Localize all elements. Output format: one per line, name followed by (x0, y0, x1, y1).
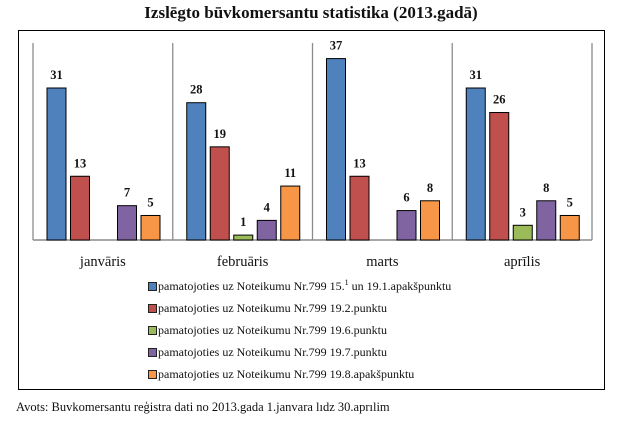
bar (512, 224, 533, 241)
legend-label: pamatojoties uz Noteikumu Nr.799 19.6.pu… (158, 322, 387, 337)
bar (209, 146, 230, 241)
legend-label: pamatojoties uz Noteikumu Nr.799 19.8.ap… (158, 366, 415, 381)
legend-swatch (148, 281, 157, 291)
data-label: 5 (567, 195, 573, 209)
legend-item: pamatojoties uz Noteikumu Nr.799 19.8.ap… (148, 363, 451, 385)
data-label: 13 (353, 156, 366, 170)
source-note: Avots: Buvkomersantu reģistra dati no 20… (16, 400, 390, 414)
bar (420, 200, 440, 241)
legend-swatch (148, 369, 157, 379)
legend-item: pamatojoties uz Noteikumu Nr.799 19.7.pu… (148, 341, 451, 363)
data-label: 1 (240, 215, 246, 229)
bar (256, 219, 277, 241)
data-label: 4 (264, 200, 271, 214)
bar (233, 234, 254, 241)
bar (326, 58, 346, 241)
data-label: 31 (50, 68, 63, 82)
bar (536, 200, 557, 241)
legend-label: pamatojoties uz Noteikumu Nr.799 15.1 un… (158, 277, 452, 293)
data-label: 5 (147, 195, 153, 209)
legend-item: pamatojoties uz Noteikumu Nr.799 19.2.pu… (148, 297, 451, 319)
legend-label: pamatojoties uz Noteikumu Nr.799 19.2.pu… (158, 300, 387, 315)
legend-swatch (148, 303, 157, 313)
bar (70, 175, 90, 241)
bar (465, 87, 486, 241)
legend-swatch (148, 347, 157, 357)
x-tick-label: marts (366, 254, 399, 270)
x-tick-label: februāris (217, 254, 269, 270)
bar (186, 102, 207, 241)
data-label: 7 (124, 186, 130, 200)
data-label: 3 (520, 205, 526, 219)
data-label: 19 (214, 127, 227, 141)
legend-label: pamatojoties uz Noteikumu Nr.799 19.7.pu… (158, 344, 387, 359)
data-label: 8 (427, 181, 433, 195)
data-label: 8 (543, 181, 549, 195)
legend-item: pamatojoties uz Noteikumu Nr.799 15.1 un… (148, 275, 451, 297)
bar (489, 112, 510, 241)
data-label: 13 (74, 156, 87, 170)
data-label: 28 (190, 83, 203, 97)
data-label: 31 (470, 68, 483, 82)
x-tick-label: aprīlis (504, 254, 541, 270)
bar (140, 214, 161, 241)
chart-legend: pamatojoties uz Noteikumu Nr.799 15.1 un… (148, 275, 451, 385)
legend-item: pamatojoties uz Noteikumu Nr.799 19.6.pu… (148, 319, 451, 341)
data-label: 6 (403, 191, 409, 205)
data-label: 26 (493, 93, 506, 107)
chart-frame (18, 30, 605, 390)
bar (349, 175, 370, 241)
data-label: 11 (284, 166, 296, 180)
bar (559, 214, 580, 241)
bar (46, 87, 67, 241)
chart-title: Izslēgto būvkomersantu statistika (2013.… (144, 3, 478, 22)
data-label: 37 (330, 39, 343, 53)
x-tick-label: janvāris (79, 254, 126, 270)
bar (117, 205, 137, 241)
legend-swatch (148, 325, 157, 335)
bar (396, 210, 417, 241)
bar (280, 185, 301, 241)
